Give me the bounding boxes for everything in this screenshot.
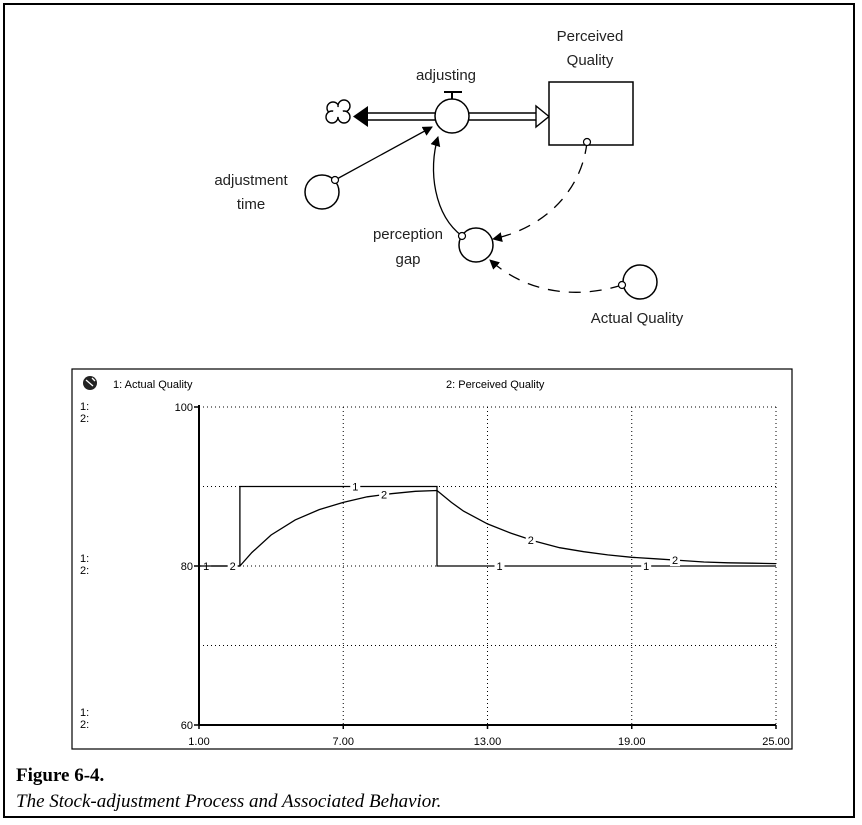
axis-marker-mid-2: 2: xyxy=(80,565,89,577)
series-1-marker: 1 xyxy=(203,561,209,573)
axis-marker-mid-1: 1: xyxy=(80,553,89,565)
perception-gap-converter xyxy=(458,227,494,263)
x-tick-label: 1.00 xyxy=(188,736,209,748)
series-1-marker-bg xyxy=(641,560,652,572)
stock-flow-diagram: Perceived Quality adjusting adjustment t… xyxy=(214,28,684,327)
series-2-marker-bg xyxy=(525,533,536,546)
series-2-marker: 2 xyxy=(528,535,534,547)
actual-quality-label: Actual Quality xyxy=(591,310,684,327)
legend-series-1: 1: Actual Quality xyxy=(113,379,193,391)
inflow-arrowhead xyxy=(535,104,551,129)
series-1-marker-bg xyxy=(350,480,361,493)
legend-series-2: 2: Perceived Quality xyxy=(446,379,545,391)
chart-border xyxy=(71,368,793,750)
series-2-marker: 2 xyxy=(381,490,387,502)
adjusting-label: adjusting xyxy=(416,67,476,84)
y-tick-label: 80 xyxy=(181,561,193,573)
chart-series: 1 1 1 1 2 2 2 2 xyxy=(199,480,777,573)
x-tick-label: 13.00 xyxy=(474,736,502,748)
axis-markers: 1: 2: 1: 2: 1: 2: xyxy=(80,401,89,731)
y-tick-label: 60 xyxy=(181,720,193,732)
axis-marker-top-1: 1: xyxy=(80,401,89,413)
series-2-marker: 2 xyxy=(672,555,678,567)
series-2-marker-bg xyxy=(670,554,681,567)
perceived-quality-stock xyxy=(548,81,634,146)
y-tick-label: 100 xyxy=(175,402,193,414)
chart-ticks: 1.00 7.00 13.00 19.00 25.00 100 80 60 xyxy=(175,402,790,748)
axis-marker-bot-1: 1: xyxy=(80,707,89,719)
adjustment-time-converter xyxy=(304,174,340,210)
series-1-marker: 1 xyxy=(643,561,649,573)
adjusting-valve xyxy=(434,91,470,134)
figure-caption-subtitle: The Stock-adjustment Process and Associa… xyxy=(16,791,442,812)
series-2-marker-bg xyxy=(379,488,390,501)
figure-caption-title: Figure 6-4. xyxy=(16,765,105,786)
x-tick-label: 25.00 xyxy=(762,736,790,748)
flow-pipe xyxy=(353,104,551,129)
perceived-quality-label-1: Perceived xyxy=(557,28,624,45)
chart-pin-icon xyxy=(83,376,97,390)
cloud-icon xyxy=(325,99,351,124)
outflow-arrowhead xyxy=(353,106,368,127)
perception-gap-label-1: perception xyxy=(373,226,443,243)
x-tick-label: 19.00 xyxy=(618,736,646,748)
series-1-marker: 1 xyxy=(496,561,502,573)
adjustment-time-label-1: adjustment xyxy=(214,172,288,189)
series-1-marker: 1 xyxy=(352,482,358,494)
series-1-marker-bg xyxy=(494,560,505,572)
actual-quality-converter xyxy=(622,264,658,300)
x-tick-label: 7.00 xyxy=(333,736,354,748)
axis-marker-top-2: 2: xyxy=(80,413,89,425)
axis-marker-bot-2: 2: xyxy=(80,719,89,731)
perceived-quality-label-2: Quality xyxy=(567,52,614,69)
connectors xyxy=(330,126,627,293)
series-2-marker-bg xyxy=(227,560,238,572)
adjustment-time-label-2: time xyxy=(237,196,265,213)
series-2-marker: 2 xyxy=(230,561,236,573)
behavior-chart: 1: Actual Quality 2: Perceived Quality 1… xyxy=(71,368,793,750)
perception-gap-label-2: gap xyxy=(395,251,420,268)
